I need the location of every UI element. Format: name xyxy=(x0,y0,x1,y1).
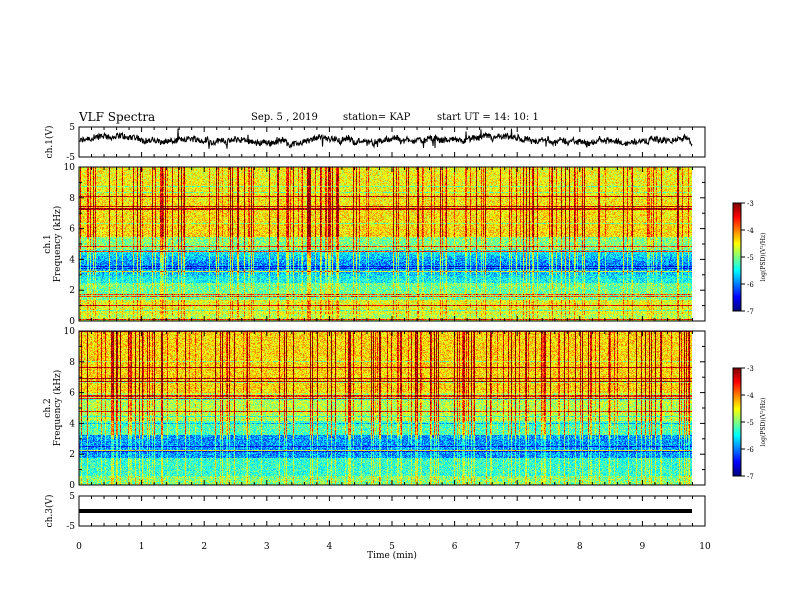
ytick-label-p1-2: 4 xyxy=(69,255,75,265)
colorbar-frame-0 xyxy=(732,202,742,312)
station-label: station= KAP xyxy=(343,112,411,123)
ytick-label-p2-4: 8 xyxy=(69,358,75,368)
x-axis-title: Time (min) xyxy=(367,550,417,561)
colorbar-tick-1-3: -6 xyxy=(747,446,754,454)
ch2-spectrogram-heatmap xyxy=(79,331,692,485)
colorbar-tick-1-0: -3 xyxy=(747,365,754,373)
xtick-label-2: 2 xyxy=(201,542,207,552)
ylabel-freq-p2: Frequency (kHz) xyxy=(52,370,63,447)
xtick-label-5: 5 xyxy=(389,542,395,552)
colorbar-tick-0-4: -7 xyxy=(747,308,754,316)
ylabel-p0: ch.1(V) xyxy=(44,126,55,159)
ytick-label-p0-1: -5 xyxy=(66,153,75,163)
xtick-label-8: 8 xyxy=(577,542,583,552)
ylabel-freq-p1: Frequency (kHz) xyxy=(52,206,63,283)
ytick-label-p0-0: 5 xyxy=(69,123,75,133)
ylabel-ch-p2: ch.2 xyxy=(43,398,53,417)
ylabel-ch-p1: ch.1 xyxy=(43,234,53,253)
colorbar-tick-1-4: -7 xyxy=(747,473,754,481)
ytick-label-p1-5: 10 xyxy=(64,163,76,173)
ytick-label-p2-2: 4 xyxy=(69,419,75,429)
ytick-label-p1-3: 6 xyxy=(69,225,75,235)
xtick-label-7: 7 xyxy=(514,542,520,552)
ytick-label-p1-1: 2 xyxy=(69,286,75,296)
colorbar-tick-0-0: -3 xyxy=(747,200,754,208)
ytick-label-p2-0: 0 xyxy=(69,481,75,491)
ytick-label-p1-4: 8 xyxy=(69,194,75,204)
ch1-waveform-line xyxy=(79,128,693,149)
colorbar-frame-1 xyxy=(732,367,742,477)
ytick-label-p2-1: 2 xyxy=(69,450,75,460)
ylabel-p3: ch.3(V) xyxy=(44,495,55,528)
chart-title: VLF Spectra xyxy=(79,110,156,124)
panel-frame-2 xyxy=(78,330,706,486)
ch2-colorbar xyxy=(733,368,741,476)
date-label: Sep. 5 , 2019 xyxy=(251,112,318,123)
xtick-label-9: 9 xyxy=(640,542,646,552)
colorbar-tick-1-1: -4 xyxy=(747,392,754,400)
ytick-label-p2-5: 10 xyxy=(64,327,76,337)
ch3-signal-line xyxy=(79,509,692,513)
ytick-label-p2-3: 6 xyxy=(69,389,75,399)
colorbar-tick-1-2: -5 xyxy=(747,419,754,427)
ch1-colorbar xyxy=(733,203,741,311)
colorbar-label-1: log(PSD)(V²/Hz) xyxy=(760,398,767,447)
xtick-label-1: 1 xyxy=(139,542,145,552)
panel-frame-1 xyxy=(78,166,706,322)
ytick-label-p1-0: 0 xyxy=(69,317,75,327)
colorbar-tick-0-2: -5 xyxy=(747,254,754,262)
xtick-label-3: 3 xyxy=(264,542,270,552)
ytick-label-p3-0: 5 xyxy=(69,492,75,502)
xtick-label-0: 0 xyxy=(76,542,82,552)
xtick-label-4: 4 xyxy=(327,542,333,552)
xtick-label-10: 10 xyxy=(699,542,711,552)
ch1-spectrogram-heatmap xyxy=(79,167,692,321)
xtick-label-6: 6 xyxy=(452,542,458,552)
colorbar-tick-0-3: -6 xyxy=(747,281,754,289)
ytick-label-p3-1: -5 xyxy=(66,522,75,532)
start-time-label: start UT = 14: 10: 1 xyxy=(437,112,539,123)
colorbar-label-0: log(PSD)(V²/Hz) xyxy=(760,233,767,282)
colorbar-tick-0-1: -4 xyxy=(747,227,754,235)
